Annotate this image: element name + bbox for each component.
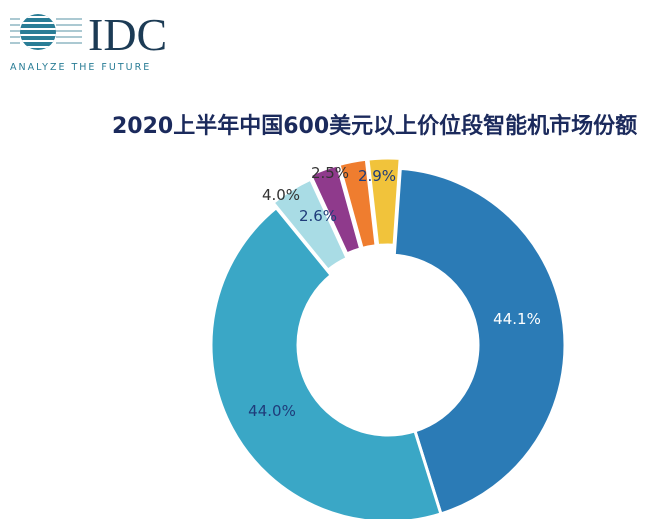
donut-slice-0 [392, 166, 567, 516]
chart-title: 2020上半年中国600美元以上价位段智能机市场份额 [112, 114, 638, 139]
data-label-4: 2.5% [311, 164, 349, 182]
data-label-1: 44.0% [248, 402, 296, 420]
donut-slice-2 [270, 177, 350, 273]
donut-slice-1 [209, 205, 443, 519]
data-label-2: 4.0% [262, 186, 300, 204]
logo-text: IDC [88, 10, 167, 60]
data-label-5: 2.9% [358, 167, 396, 185]
donut-slice-5 [366, 156, 402, 248]
donut-slice-4 [337, 157, 378, 251]
donut-slice-3 [308, 163, 363, 256]
idc-logo: IDC ANALYZE THE FUTURE [10, 10, 167, 72]
logo-tagline: ANALYZE THE FUTURE [10, 62, 151, 72]
data-label-3: 2.6% [299, 207, 337, 225]
data-label-0: 44.1% [493, 310, 541, 328]
